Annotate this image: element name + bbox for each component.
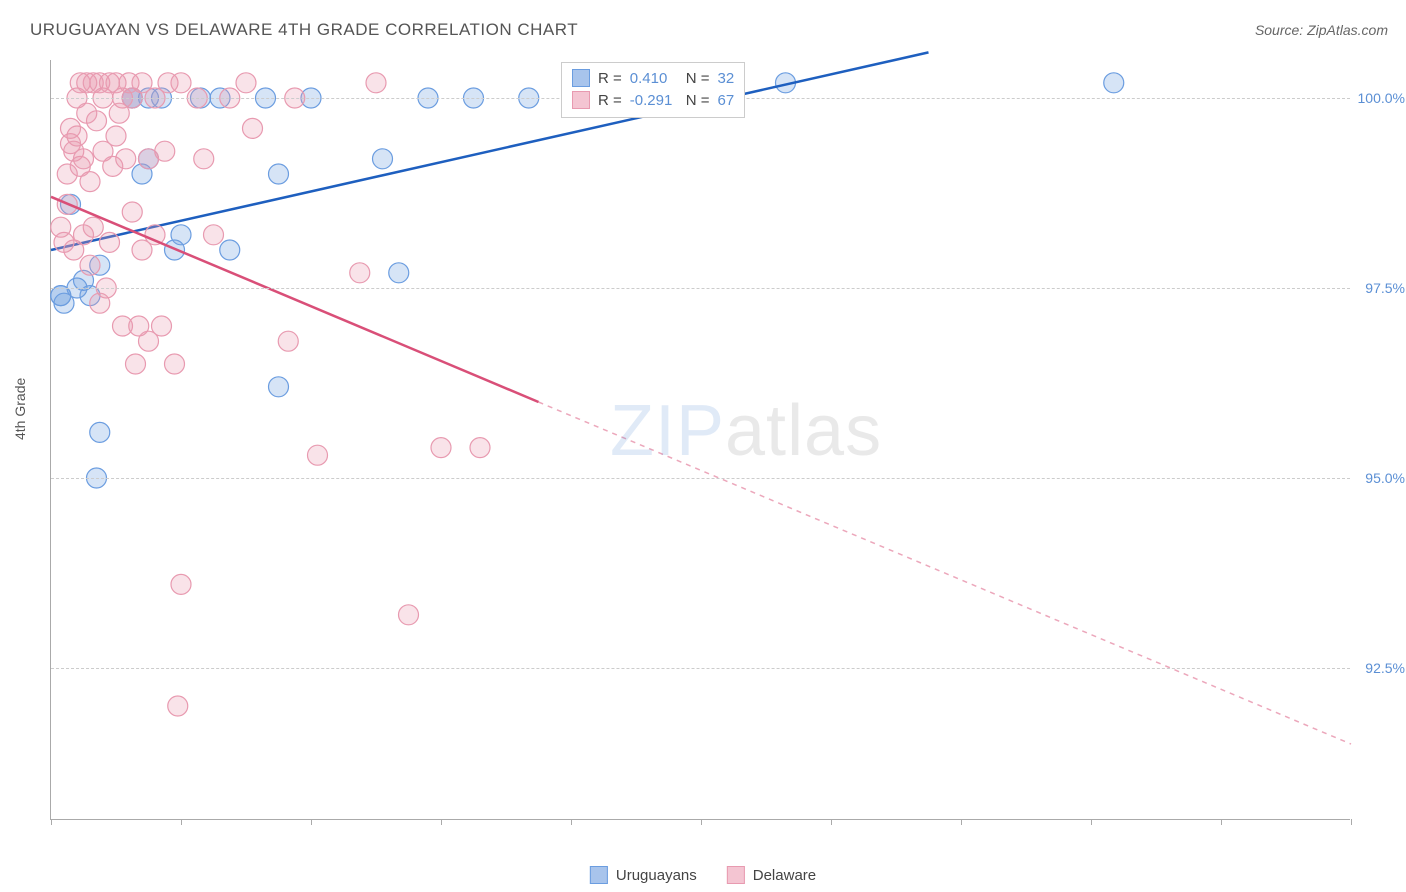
gridline: [51, 288, 1350, 289]
data-point: [100, 232, 120, 252]
n-label: N =: [686, 70, 710, 87]
data-point: [152, 316, 172, 336]
correlation-legend: R = 0.410 N = 32 R = -0.291 N = 67: [561, 62, 745, 118]
y-axis-label: 4th Grade: [12, 378, 28, 440]
r-value: -0.291: [630, 92, 678, 109]
legend-swatch: [727, 866, 745, 884]
r-label: R =: [598, 70, 622, 87]
data-point: [171, 73, 191, 93]
data-point: [168, 696, 188, 716]
legend-label: Uruguayans: [616, 867, 697, 884]
r-value: 0.410: [630, 70, 678, 87]
data-point: [165, 354, 185, 374]
y-tick-label: 100.0%: [1358, 90, 1405, 106]
legend-item: Delaware: [727, 866, 816, 884]
data-point: [243, 118, 263, 138]
x-tick: [441, 819, 442, 825]
data-point: [278, 331, 298, 351]
data-point: [90, 422, 110, 442]
data-point: [87, 111, 107, 131]
data-point: [171, 225, 191, 245]
x-tick: [51, 819, 52, 825]
source-attribution: Source: ZipAtlas.com: [1255, 22, 1388, 38]
x-tick: [181, 819, 182, 825]
data-point: [389, 263, 409, 283]
chart-title: URUGUAYAN VS DELAWARE 4TH GRADE CORRELAT…: [30, 20, 578, 40]
legend-swatch: [572, 91, 590, 109]
data-point: [470, 438, 490, 458]
n-label: N =: [686, 92, 710, 109]
x-tick: [1351, 819, 1352, 825]
r-label: R =: [598, 92, 622, 109]
legend-item: Uruguayans: [590, 866, 697, 884]
x-tick: [571, 819, 572, 825]
n-value: 67: [718, 92, 735, 109]
data-point: [1104, 73, 1124, 93]
data-point: [350, 263, 370, 283]
data-point: [431, 438, 451, 458]
legend-bottom: Uruguayans Delaware: [590, 866, 816, 884]
data-point: [373, 149, 393, 169]
data-point: [106, 126, 126, 146]
gridline: [51, 668, 1350, 669]
x-tick: [831, 819, 832, 825]
x-tick: [961, 819, 962, 825]
y-tick-label: 92.5%: [1365, 660, 1405, 676]
y-tick-label: 97.5%: [1365, 280, 1405, 296]
data-point: [269, 164, 289, 184]
data-point: [155, 141, 175, 161]
legend-swatch: [590, 866, 608, 884]
trend-line: [51, 197, 539, 402]
legend-swatch: [572, 69, 590, 87]
data-point: [236, 73, 256, 93]
trend-line-extrapolated: [539, 402, 1352, 744]
data-point: [171, 574, 191, 594]
data-point: [67, 126, 87, 146]
x-tick: [1221, 819, 1222, 825]
data-point: [83, 217, 103, 237]
data-point: [126, 354, 146, 374]
data-point: [122, 202, 142, 222]
x-tick: [1091, 819, 1092, 825]
gridline: [51, 478, 1350, 479]
y-tick-label: 95.0%: [1365, 470, 1405, 486]
data-point: [80, 255, 100, 275]
data-point: [399, 605, 419, 625]
data-point: [269, 377, 289, 397]
data-point: [194, 149, 214, 169]
x-tick: [701, 819, 702, 825]
data-point: [220, 240, 240, 260]
data-point: [80, 172, 100, 192]
data-point: [116, 149, 136, 169]
n-value: 32: [718, 70, 735, 87]
legend-label: Delaware: [753, 867, 816, 884]
data-point: [366, 73, 386, 93]
legend-row: R = -0.291 N = 67: [572, 89, 734, 111]
data-point: [74, 149, 94, 169]
x-tick: [311, 819, 312, 825]
legend-row: R = 0.410 N = 32: [572, 67, 734, 89]
plot-area: 92.5%95.0%97.5%100.0%R =0.410N =32R =-0.…: [50, 60, 1350, 820]
chart-svg: [51, 60, 1350, 819]
data-point: [204, 225, 224, 245]
data-point: [308, 445, 328, 465]
